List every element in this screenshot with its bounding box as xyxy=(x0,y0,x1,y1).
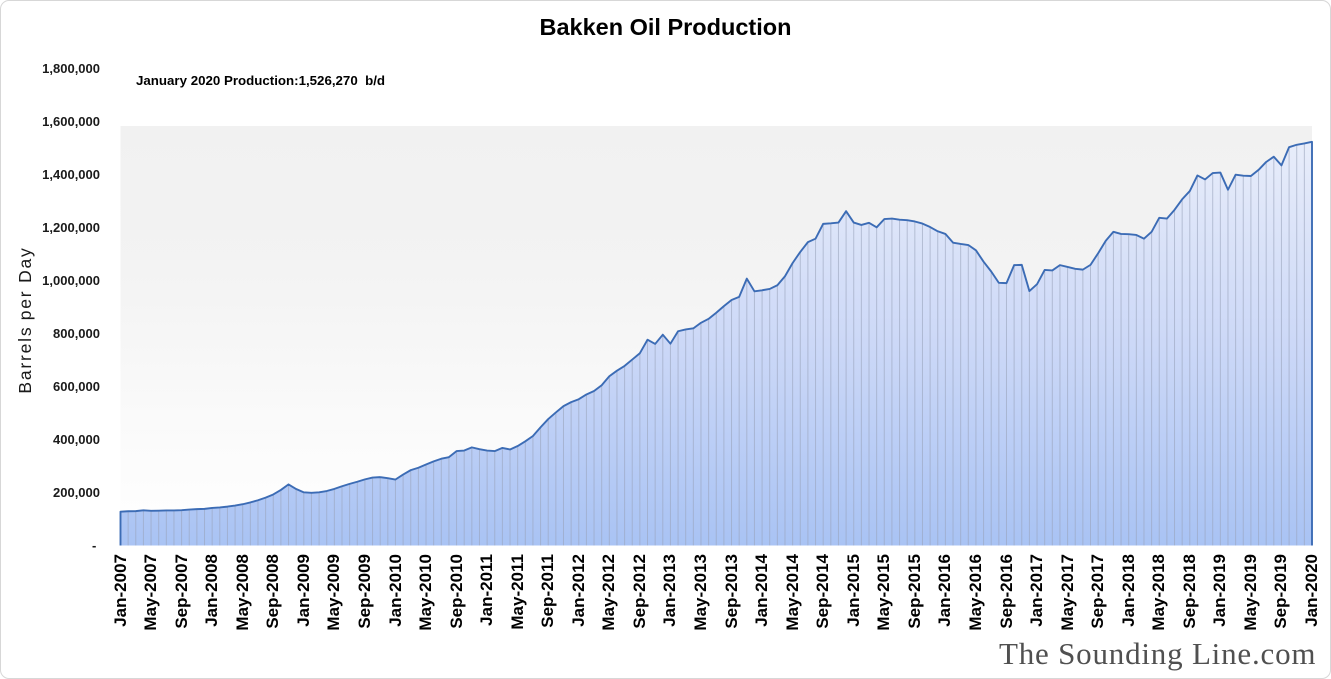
svg-text:Barrels per Day: Barrels per Day xyxy=(15,246,35,393)
